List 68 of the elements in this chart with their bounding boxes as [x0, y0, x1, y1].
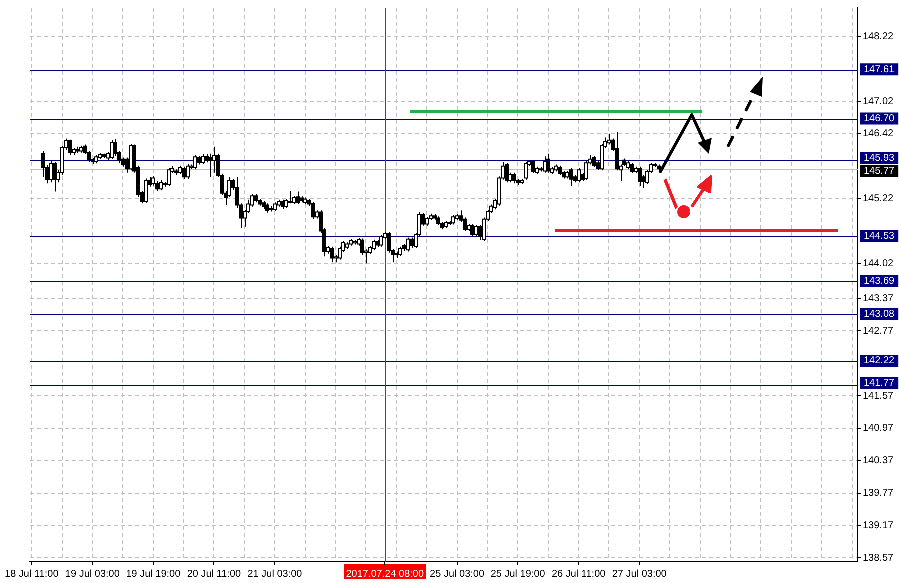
candlestick	[506, 162, 510, 184]
candlestick	[160, 180, 164, 192]
x-tick-label: 18 Jul 11:00	[5, 568, 60, 580]
x-tick-label: 26 Jul 11:00	[552, 568, 606, 580]
ref-line-label: 143.08	[864, 309, 896, 320]
y-tick-label: 140.37	[863, 456, 894, 467]
candlestick	[474, 224, 478, 238]
x-tick-label: 20 Jul 11:00	[187, 568, 242, 580]
candlestick	[380, 234, 384, 248]
candlestick	[578, 168, 582, 184]
candlestick	[186, 164, 190, 180]
candlestick	[54, 162, 58, 192]
candlestick	[266, 203, 270, 214]
x-tick-label: 25 Jul 03:00	[430, 568, 485, 580]
ref-line-label: 146.70	[864, 114, 896, 125]
x-tick-label: 21 Jul 03:00	[248, 568, 303, 580]
candlestick	[398, 246, 402, 257]
candlestick	[532, 160, 536, 174]
candlestick	[638, 166, 642, 187]
x-tick-label: 27 Jul 03:00	[612, 568, 668, 580]
candlestick	[470, 224, 474, 238]
candlestick	[202, 154, 206, 165]
ref-line-label: 144.53	[864, 230, 896, 242]
candlestick	[512, 172, 516, 184]
candlestick	[194, 155, 198, 170]
candlestick	[50, 160, 54, 184]
x-tick-label: 25 Jul 19:00	[490, 568, 546, 580]
ref-line-label: 145.77	[864, 166, 896, 177]
candlestick	[330, 246, 334, 264]
candlestick	[558, 165, 562, 176]
ref-line-label: 147.61	[864, 64, 896, 76]
ref-line-label: 145.93	[864, 152, 896, 164]
y-tick-label: 146.42	[863, 128, 894, 140]
candlestick	[630, 162, 634, 174]
candlestick	[312, 202, 316, 220]
candlestick	[296, 191, 300, 205]
candlestick	[372, 239, 376, 251]
y-tick-label: 142.77	[863, 326, 894, 337]
y-tick-label: 139.17	[863, 520, 894, 532]
candlestick	[144, 178, 148, 204]
candlestick	[570, 168, 574, 187]
y-tick-label: 141.57	[863, 390, 894, 402]
candlestick	[406, 237, 410, 252]
y-tick-label: 138.57	[863, 552, 894, 564]
y-tick-label: 148.22	[863, 31, 894, 42]
y-tick-label: 145.22	[863, 194, 894, 205]
candlestick	[546, 153, 550, 174]
candlestick	[208, 153, 212, 178]
y-tick-label: 143.37	[863, 294, 894, 305]
candlestick	[168, 168, 172, 187]
ref-line-label: 141.77	[864, 378, 896, 389]
candlestick	[68, 139, 72, 156]
y-tick-label: 147.02	[863, 96, 894, 108]
candlestick	[212, 146, 216, 174]
x-tick-label: 19 Jul 03:00	[65, 568, 120, 580]
candlestick	[452, 215, 456, 226]
candlestick	[524, 162, 528, 180]
y-tick-label: 140.97	[863, 423, 894, 434]
candlestick	[410, 237, 414, 248]
ref-line-label: 142.22	[864, 356, 896, 367]
y-tick-label: 144.02	[863, 258, 894, 270]
candlestick	[182, 166, 186, 180]
candlestick	[288, 190, 292, 204]
y-tick-label: 139.77	[863, 488, 894, 500]
candlestick	[592, 156, 596, 168]
x-tick-label: 2017.07.24 08:00	[346, 568, 424, 580]
ref-line-label: 143.69	[864, 276, 896, 288]
x-tick-label: 19 Jul 19:00	[126, 568, 182, 580]
